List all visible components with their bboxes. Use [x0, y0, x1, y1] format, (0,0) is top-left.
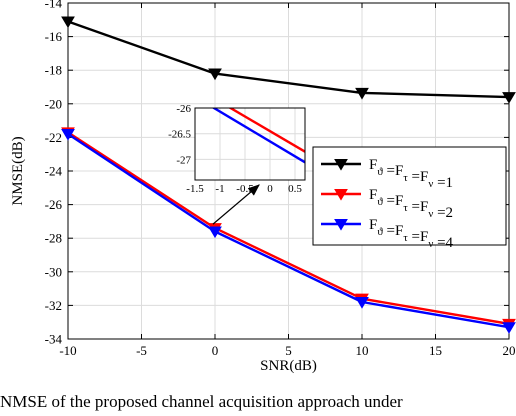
- legend-entry: Fϑ =Fτ =Fν =1: [321, 157, 453, 191]
- inset-x-tick-label: -1.5: [186, 183, 204, 195]
- inset-x-tick-label: 0.5: [288, 183, 302, 195]
- y-tick-label: -14: [45, 0, 63, 11]
- x-tick-label: 5: [285, 343, 292, 358]
- x-tick-label: -10: [59, 343, 76, 358]
- inset-y-tick-label: -26.5: [168, 129, 191, 141]
- inset-x-tick-label: -1: [215, 183, 224, 195]
- legend-entry: Fϑ =Fτ =Fν =2: [321, 187, 453, 221]
- legend-label-text: F: [369, 217, 377, 233]
- figure-caption: NMSE of the proposed channel acquisition…: [0, 392, 403, 411]
- x-axis-label: SNR(dB): [260, 358, 317, 374]
- nmse-vs-snr-chart: -14-16-18-20-22-24-26-28-30-32-34 -10 -5 0…: [10, 0, 516, 374]
- y-tick-label: -28: [45, 231, 62, 246]
- legend-label-text: F: [369, 157, 377, 173]
- series-3-point: [355, 297, 369, 309]
- inset-y-tick-label: -26: [176, 103, 191, 115]
- y-tick-label: -16: [45, 29, 63, 44]
- zoom-arrow: [212, 184, 260, 225]
- legend-label: Fϑ =Fτ =Fν =1: [369, 157, 453, 191]
- legend-label-subscript: τ: [403, 232, 408, 244]
- series-line-2: [67, 131, 510, 326]
- series-1-point: [502, 92, 516, 104]
- y-tick-label: -22: [45, 130, 62, 145]
- inset-lines: [211, 108, 305, 164]
- legend-label-subscript: ν: [428, 238, 433, 250]
- series-1-point: [61, 16, 75, 29]
- legend-label-text: =2: [433, 205, 453, 221]
- inset-series-line-3: [211, 108, 305, 164]
- series-1-point: [355, 87, 369, 100]
- y-ticks: -14 -16 -18 -20 -22 -24 -26 -28 -30 -32 -34: [45, 0, 509, 347]
- legend-label-text: =1: [433, 175, 453, 191]
- legend-label-subscript: τ: [403, 202, 408, 214]
- legend-label-text: =F: [408, 229, 429, 245]
- x-tick-label: 15: [429, 343, 442, 358]
- series-lines: [61, 16, 516, 334]
- y-tick-label: -20: [45, 96, 62, 111]
- legend-marker: [334, 189, 348, 201]
- series-line-1: [67, 20, 510, 99]
- x-ticks: -10 -5 0 5 10 15 20: [59, 3, 516, 358]
- zoom-inset: -1.5 -1 -0.5 0 0.5 -26 -26.5 -27: [168, 103, 306, 225]
- x-tick-label: -5: [136, 343, 147, 358]
- y-tick-label: -32: [45, 298, 62, 313]
- inset-x-tick-label: -0.5: [236, 183, 254, 195]
- legend-label-text: =F: [383, 163, 404, 179]
- legend-label-text: =F: [383, 223, 404, 239]
- series-3-point: [502, 322, 516, 334]
- inset-x-tick-label: 0: [267, 183, 273, 195]
- series-line-3: [67, 132, 510, 329]
- y-tick-label: -26: [45, 197, 63, 212]
- y-tick-label: -24: [45, 164, 63, 179]
- legend-label-text: F: [369, 187, 377, 203]
- y-axis-label: NMSE(dB): [10, 136, 26, 205]
- legend-label-subscript: ϑ: [377, 226, 383, 238]
- series-3-point: [61, 129, 75, 141]
- legend-label: Fϑ =Fτ =Fν =2: [369, 187, 453, 221]
- legend-label-text: =F: [383, 193, 404, 209]
- x-tick-label: 20: [503, 343, 516, 358]
- legend-label-text: =F: [408, 169, 429, 185]
- inset-series-line-2: [228, 108, 305, 153]
- legend-label-subscript: τ: [403, 172, 408, 184]
- y-tick-label: -18: [45, 63, 62, 78]
- legend-label: Fϑ =Fτ =Fν =4: [369, 217, 454, 251]
- legend-label-text: =F: [408, 199, 429, 215]
- legend-marker: [334, 159, 348, 171]
- legend-label-text: =4: [433, 235, 453, 251]
- legend: Fϑ =Fτ =Fν =1Fϑ =Fτ =Fν =2Fϑ =Fτ =Fν =4: [312, 146, 507, 251]
- inset-y-tick-label: -27: [176, 154, 191, 166]
- legend-label-subscript: ν: [428, 178, 433, 190]
- legend-marker: [334, 219, 348, 231]
- y-tick-label: -34: [45, 332, 63, 347]
- legend-label-subscript: ϑ: [377, 196, 383, 208]
- legend-entry: Fϑ =Fτ =Fν =4: [321, 217, 454, 251]
- series-1-point: [208, 68, 222, 81]
- y-tick-label: -30: [45, 264, 62, 279]
- x-tick-label: 10: [356, 343, 369, 358]
- series-3-point: [208, 226, 222, 239]
- legend-label-subscript: ν: [428, 208, 433, 220]
- x-tick-label: 0: [212, 343, 219, 358]
- inset-frame: [194, 107, 306, 181]
- legend-label-subscript: ϑ: [377, 166, 383, 178]
